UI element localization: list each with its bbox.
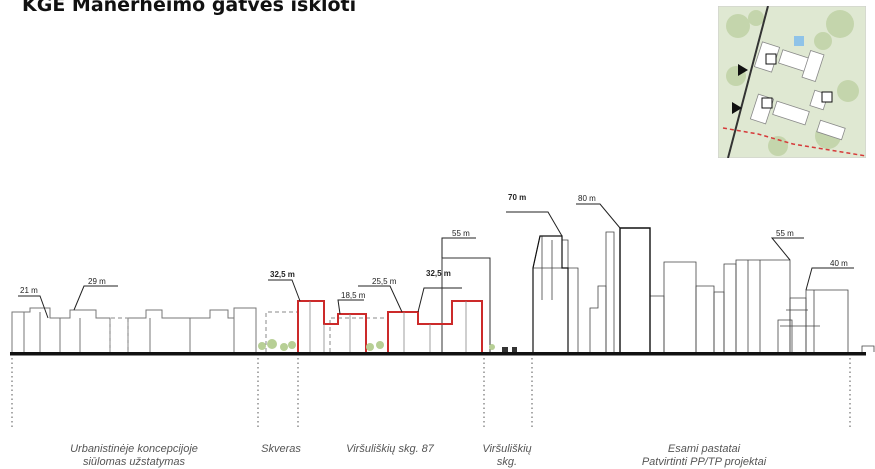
zone-dividers xyxy=(11,358,851,428)
view-direction-arrow-icon xyxy=(738,64,748,76)
height-label-29m: 29 m xyxy=(88,277,106,286)
zone-label-virsuliskiu-87: Viršuliškių skg. 87 xyxy=(346,443,435,455)
zone-label-concept-line1: Urbanistinėje koncepcijoje xyxy=(70,443,198,455)
page-title: KGE Manerheimo gatvės iškloti xyxy=(22,0,357,16)
height-label-32-5m-right: 32,5 m xyxy=(426,269,451,278)
site-location-map-icon xyxy=(718,6,866,158)
existing-buildings xyxy=(532,227,875,352)
tree-icons xyxy=(258,339,495,351)
proposed-red-buildings xyxy=(297,300,483,352)
zone-label-virsuliskiu-skg-line1: Viršuliškių xyxy=(482,443,531,455)
height-label-25-5m: 25,5 m xyxy=(372,277,397,286)
zone-label-skveras: Skveras xyxy=(261,443,301,455)
height-leaders xyxy=(18,203,854,319)
proposed-concept-buildings xyxy=(11,307,257,352)
height-label-21m: 21 m xyxy=(20,286,38,295)
height-label-40m: 40 m xyxy=(830,259,848,268)
height-label-55m-right: 55 m xyxy=(776,229,794,238)
zone-label-esami-line2: Patvirtinti PP/TP projektai xyxy=(642,456,767,468)
height-label-70m: 70 m xyxy=(508,193,526,202)
dashed-outline xyxy=(109,311,389,352)
zone-label-virsuliskiu-skg-line2: skg. xyxy=(497,456,517,468)
height-label-18-5m: 18,5 m xyxy=(341,291,366,300)
zone-label-esami-line1: Esami pastatai xyxy=(668,443,741,455)
ground-line xyxy=(10,352,866,356)
height-label-80m: 80 m xyxy=(578,194,596,203)
height-label-55m-center: 55 m xyxy=(452,229,470,238)
zone-label-concept-line2: siūlomas užstatymas xyxy=(83,456,186,468)
height-label-32-5m-left: 32,5 m xyxy=(270,270,295,279)
